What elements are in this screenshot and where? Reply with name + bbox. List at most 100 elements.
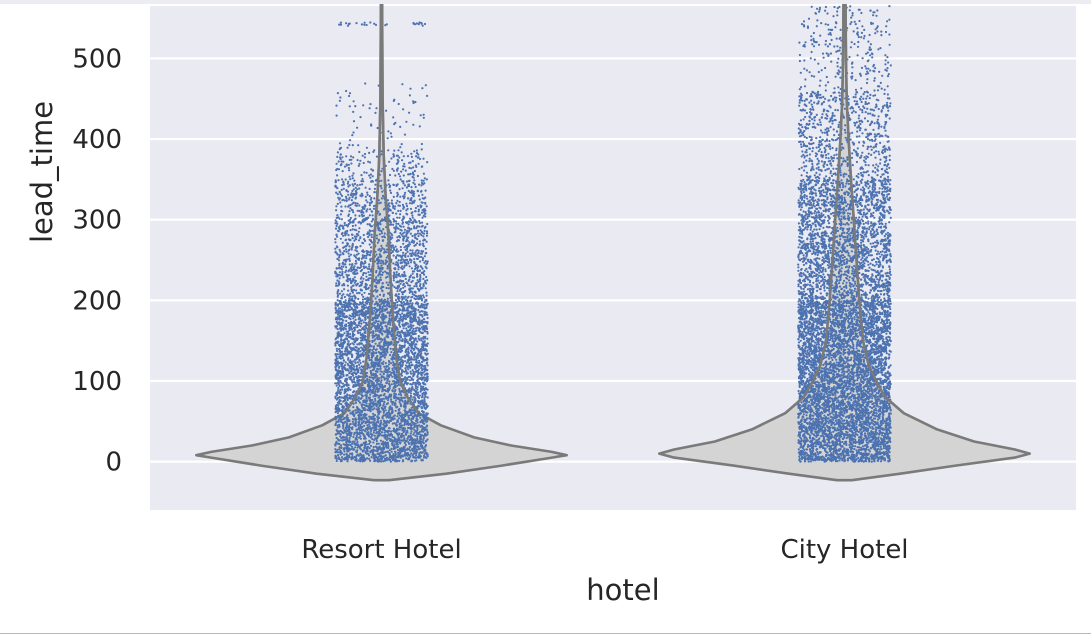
strip-point [343, 340, 347, 344]
strip-point [349, 443, 352, 447]
strip-point [418, 240, 421, 243]
strip-point [426, 361, 429, 364]
strip-point [373, 321, 377, 324]
strip-point [373, 434, 376, 437]
strip-point [403, 344, 406, 347]
strip-point [421, 287, 424, 290]
strip-point [421, 420, 424, 424]
strip-point [362, 360, 365, 363]
strip-point [353, 254, 356, 257]
strip-point [386, 304, 389, 307]
strip-point [407, 333, 410, 336]
strip-point [341, 388, 344, 391]
strip-point [361, 254, 364, 257]
strip-point [347, 364, 350, 367]
strip-point [340, 317, 343, 321]
strip-point [409, 249, 412, 252]
strip-point [418, 221, 421, 225]
strip-point [384, 353, 387, 356]
strip-point [423, 340, 426, 343]
strip-point [426, 396, 429, 399]
strip-point [424, 428, 427, 432]
strip-point [354, 446, 357, 449]
strip-point [388, 413, 391, 416]
strip-point [343, 450, 346, 453]
strip-point [379, 424, 382, 427]
strip-point [406, 437, 409, 440]
strip-point [395, 222, 398, 225]
strip-point [336, 235, 339, 238]
strip-point [403, 453, 406, 456]
strip-point [396, 301, 399, 304]
strip-point [388, 360, 391, 364]
strip-point [381, 273, 384, 276]
strip-point [411, 398, 414, 401]
strip-point [397, 397, 400, 400]
strip-point [390, 430, 393, 433]
strip-point [382, 389, 385, 392]
strip-point [400, 420, 403, 423]
strip-point [346, 309, 349, 312]
strip-point [398, 428, 401, 431]
strip-point [371, 318, 374, 322]
strip-point [351, 237, 354, 240]
strip-point [383, 236, 386, 239]
strip-point [394, 386, 397, 389]
strip-point [418, 394, 421, 397]
strip-point [408, 241, 411, 244]
strip-point [354, 361, 357, 364]
strip-point [395, 438, 398, 441]
strip-point [362, 233, 365, 237]
strip-point [376, 403, 379, 406]
strip-point [360, 284, 363, 287]
strip-point [426, 379, 429, 382]
strip-point [337, 333, 341, 336]
strip-point [403, 335, 406, 338]
strip-point [373, 384, 376, 387]
strip-point [425, 417, 428, 420]
strip-point [357, 407, 360, 411]
strip-point [395, 406, 398, 409]
strip-point [404, 360, 407, 363]
strip-point [411, 276, 414, 279]
strip-point [392, 262, 395, 265]
strip-point [351, 224, 354, 228]
strip-point [398, 321, 401, 324]
strip-point [408, 258, 412, 261]
strip-point [412, 375, 415, 378]
strip-point [383, 309, 386, 312]
strip-point [399, 335, 402, 338]
strip-point [367, 423, 370, 426]
strip-point [391, 409, 394, 413]
strip-point [350, 320, 353, 324]
strip-point [376, 449, 379, 453]
strip-point [412, 372, 415, 375]
strip-point [414, 332, 417, 335]
strip-point [403, 271, 406, 274]
strip-point [402, 327, 405, 330]
strip-point [413, 438, 416, 441]
strip-point [342, 234, 345, 237]
strip-point [367, 235, 370, 239]
strip-point [394, 245, 397, 248]
strip-point [409, 435, 412, 438]
strip-point [349, 292, 352, 295]
strip-point [337, 401, 340, 404]
strip-point [362, 327, 365, 331]
strip-point [337, 361, 340, 364]
strip-point [400, 393, 403, 397]
strip-point [385, 286, 388, 290]
strip-point [347, 386, 350, 389]
strip-point [420, 339, 423, 342]
strip-point [354, 295, 357, 298]
strip-point [399, 245, 402, 249]
strip-point [352, 390, 355, 393]
strip-point [410, 378, 413, 381]
strip-point [389, 395, 393, 398]
strip-point [418, 359, 421, 362]
strip-point [337, 289, 340, 292]
strip-point [407, 441, 410, 444]
strip-point [406, 232, 409, 235]
strip-point [390, 398, 393, 401]
strip-point [403, 421, 406, 424]
